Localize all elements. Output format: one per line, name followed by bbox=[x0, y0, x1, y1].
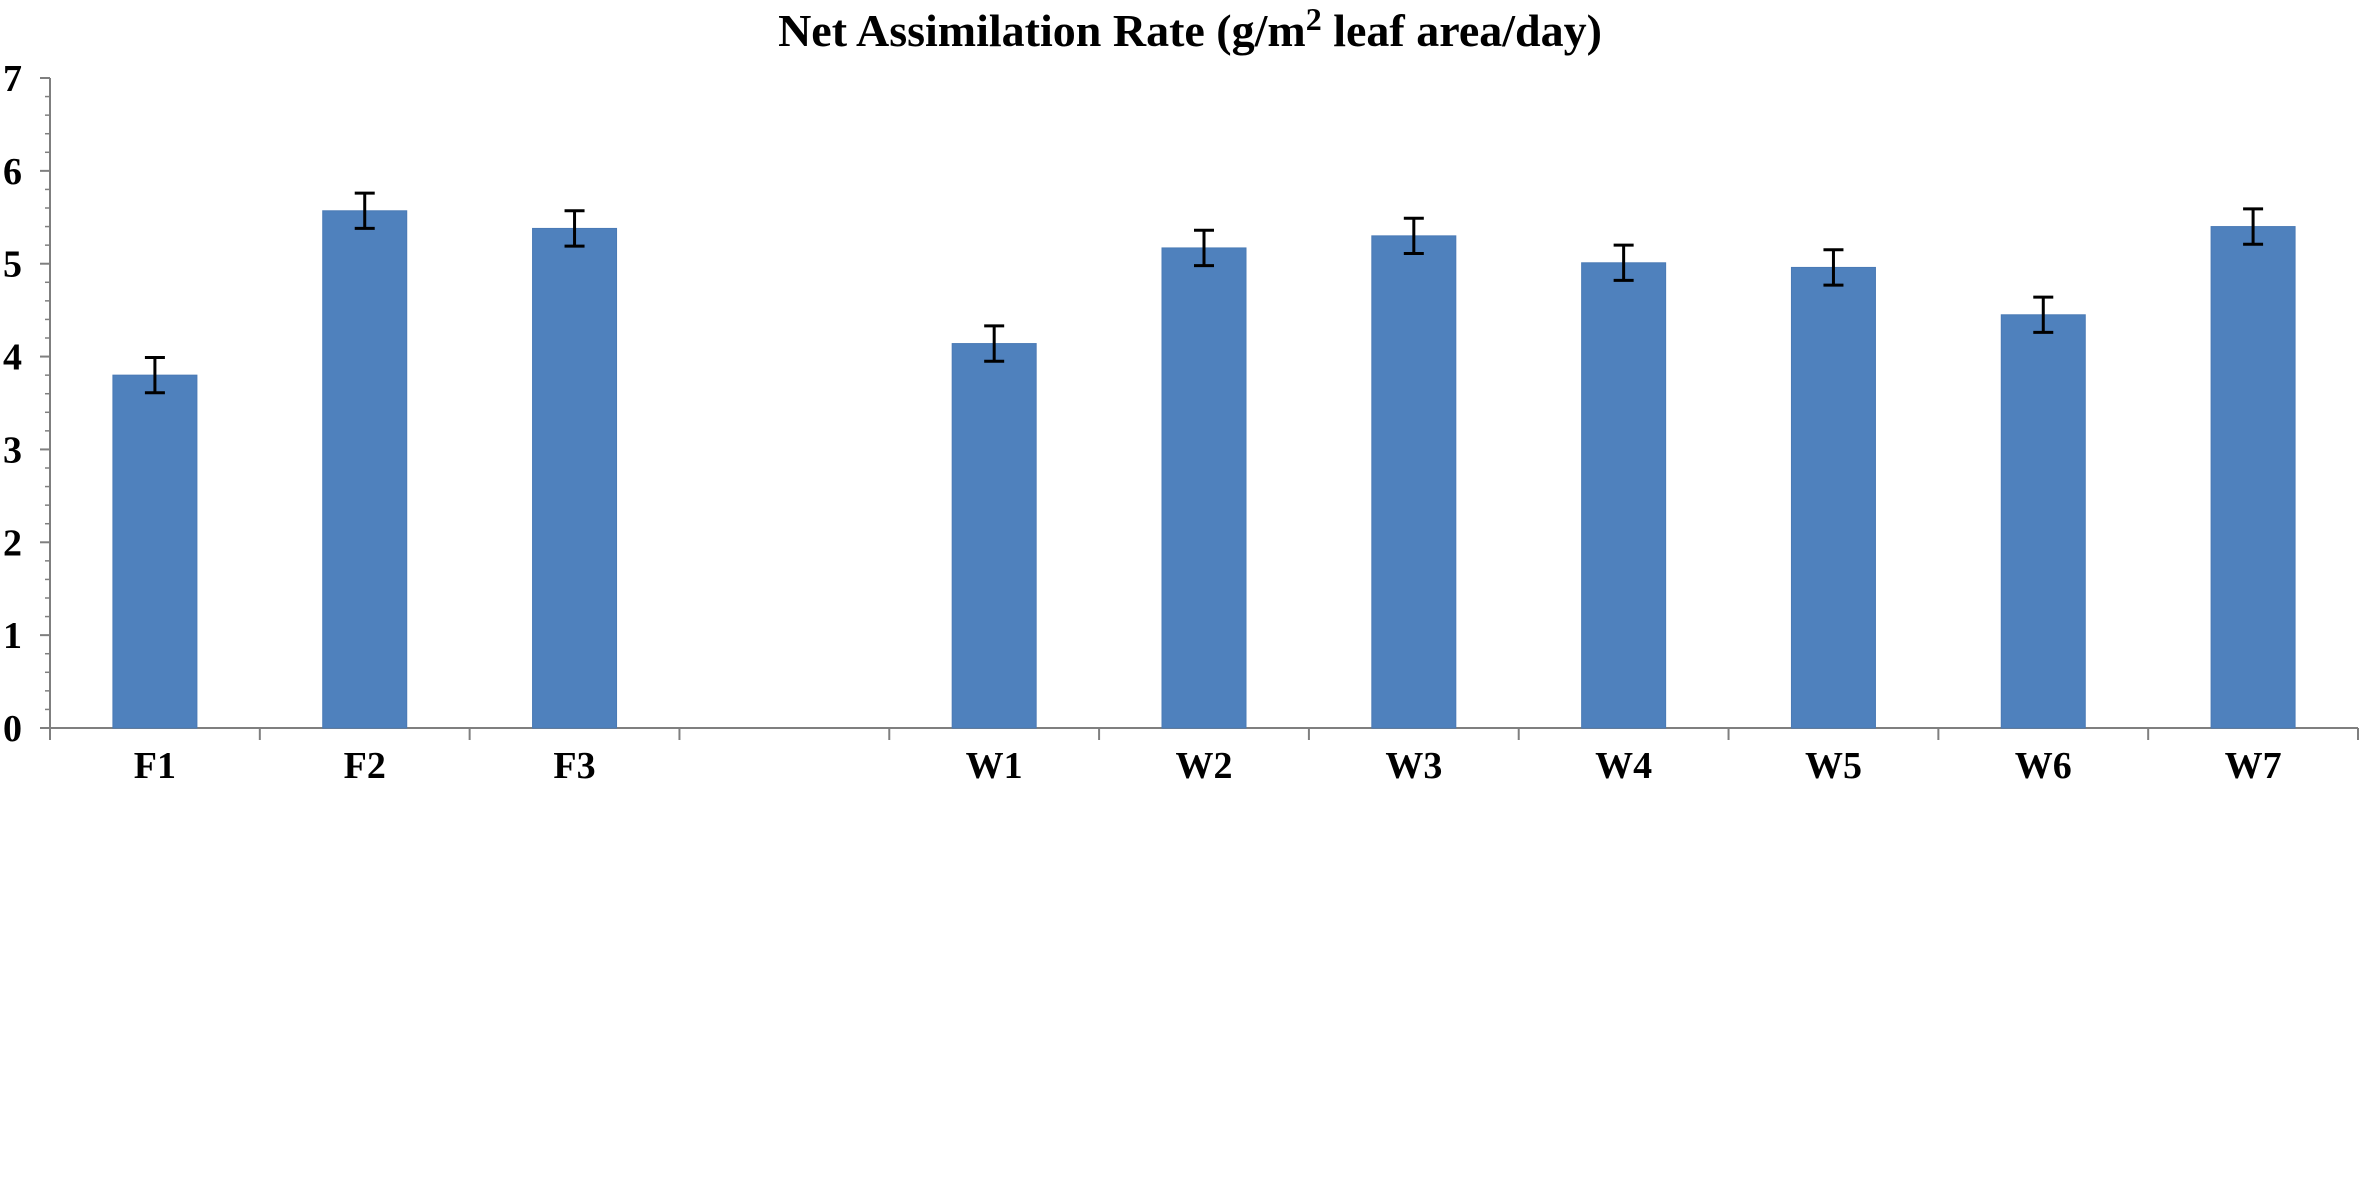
y-tick-label-4: 4 bbox=[3, 337, 22, 379]
bar-w1 bbox=[951, 343, 1037, 729]
bar-w4 bbox=[1581, 262, 1667, 729]
x-tick-label-f3: F3 bbox=[553, 745, 595, 787]
chart-title-prefix: Net Assimilation Rate (g/m bbox=[778, 5, 1306, 56]
x-tick-label-w2: W2 bbox=[1176, 745, 1233, 787]
bar-w5 bbox=[1790, 266, 1876, 729]
bar-f3 bbox=[532, 227, 618, 729]
y-tick-label-1: 1 bbox=[3, 615, 22, 657]
x-tick-label-w7: W7 bbox=[2225, 745, 2282, 787]
y-tick-label-5: 5 bbox=[3, 244, 22, 286]
bar-f1 bbox=[112, 374, 198, 729]
x-axis: F1 F2 F3 W1 W2 W3 W4 W5 W6 W7 bbox=[49, 727, 2359, 787]
x-tick-label-w1: W1 bbox=[966, 745, 1023, 787]
chart-title: Net Assimilation Rate (g/m2 leaf area/da… bbox=[778, 1, 1602, 56]
bar-f2 bbox=[322, 210, 408, 729]
y-tick-label-0: 0 bbox=[3, 708, 22, 750]
bars bbox=[112, 210, 2296, 729]
y-tick-label-7: 7 bbox=[3, 58, 22, 100]
x-tick-label-f1: F1 bbox=[134, 745, 176, 787]
x-tick-label-w4: W4 bbox=[1595, 745, 1652, 787]
bar-w3 bbox=[1371, 235, 1457, 729]
chart-title-suffix: leaf area/day) bbox=[1322, 5, 1602, 56]
y-tick-label-2: 2 bbox=[3, 522, 22, 564]
y-axis: 0 1 2 3 4 5 6 7 bbox=[3, 58, 51, 750]
chart-title-superscript: 2 bbox=[1306, 1, 1322, 37]
bar-w7 bbox=[2210, 226, 2296, 729]
x-tick-label-w6: W6 bbox=[2015, 745, 2072, 787]
y-tick-label-6: 6 bbox=[3, 151, 22, 193]
x-tick-label-f2: F2 bbox=[344, 745, 386, 787]
error-bars bbox=[144, 191, 2264, 395]
x-tick-label-w5: W5 bbox=[1805, 745, 1862, 787]
x-tick-label-w3: W3 bbox=[1385, 745, 1442, 787]
bar-w2 bbox=[1161, 247, 1247, 729]
bar-w6 bbox=[2000, 314, 2086, 729]
y-tick-label-3: 3 bbox=[3, 429, 22, 471]
